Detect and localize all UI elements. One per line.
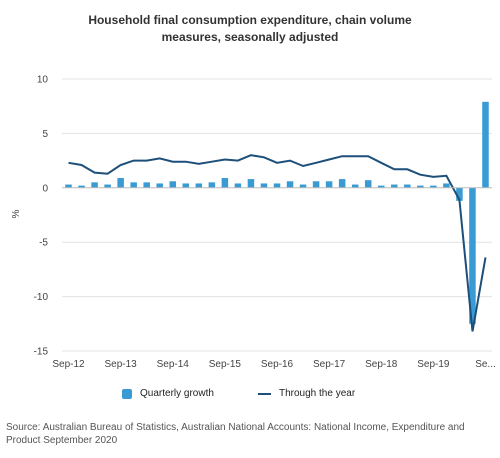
line-series-through-the-year	[68, 154, 487, 332]
source-note: Source: Australian Bureau of Statistics,…	[6, 422, 465, 446]
y-tick-labels: 10 5 0 -5 -10 -15	[34, 75, 49, 358]
x-tick-label: Sep-14	[157, 359, 190, 370]
bar	[91, 182, 98, 188]
bar	[443, 183, 450, 188]
chart-title: Household final consumption expenditure,…	[0, 12, 500, 46]
legend-label-quarterly-growth: Quarterly growth	[140, 388, 214, 399]
bar	[312, 181, 320, 188]
bar-series-quarterly-growth	[65, 101, 489, 324]
chart-title-line-1: Household final consumption expenditure,…	[88, 13, 412, 27]
legend-item-quarterly-growth: Quarterly growth	[122, 388, 214, 399]
bar	[482, 101, 489, 188]
bar	[221, 178, 229, 188]
bar	[338, 179, 346, 188]
legend-line-swatch	[258, 392, 271, 395]
legend-label-through-the-year: Through the year	[279, 388, 356, 399]
bar	[364, 180, 372, 188]
chart-title-line-2: measures, seasonally adjusted	[161, 30, 339, 44]
bar	[469, 187, 476, 324]
bar	[417, 185, 424, 188]
y-tick-label: -10	[34, 292, 49, 303]
bar	[260, 183, 268, 188]
x-tick-label: Se...	[475, 359, 496, 370]
bar	[208, 182, 216, 188]
bar	[299, 184, 307, 188]
bar	[169, 181, 177, 188]
bar	[325, 181, 333, 188]
x-tick-label: Sep-12	[52, 359, 85, 370]
bar	[273, 183, 281, 188]
y-tick-label: 10	[37, 75, 49, 86]
x-tick-label: Sep-15	[209, 359, 242, 370]
x-tick-label: Sep-13	[105, 359, 138, 370]
legend-item-through-the-year: Through the year	[258, 388, 355, 399]
x-tick-labels: Sep-12 Sep-13 Sep-14 Sep-15 Sep-16 Sep-17 Sep-…	[52, 359, 495, 370]
bar	[404, 184, 411, 188]
x-tick-label: Sep-17	[313, 359, 346, 370]
legend: Quarterly growth Through the year	[0, 388, 500, 404]
y-tick-label: -15	[34, 347, 49, 358]
y-axis-title: %	[11, 209, 22, 218]
y-tick-label: 5	[42, 129, 48, 140]
bar	[286, 181, 294, 188]
y-tick-label: 0	[42, 183, 48, 194]
bar	[195, 183, 203, 188]
bar	[65, 184, 72, 188]
bar	[377, 185, 385, 188]
bar	[351, 184, 359, 188]
bar	[143, 182, 150, 188]
y-tick-label: -5	[39, 238, 48, 249]
gridlines	[62, 78, 492, 352]
x-tick-label: Sep-16	[261, 359, 294, 370]
bar	[156, 183, 163, 188]
legend-bar-swatch	[122, 388, 132, 399]
x-tick-label: Sep-18	[365, 359, 398, 370]
bar	[391, 184, 398, 188]
bar	[456, 187, 463, 201]
bar	[234, 183, 242, 188]
bar	[104, 184, 111, 188]
bar	[182, 183, 190, 188]
bar	[78, 185, 85, 188]
bar	[247, 179, 255, 188]
x-tick-label: Sep-19	[417, 359, 450, 370]
bar	[430, 185, 437, 188]
bar	[117, 178, 124, 188]
bar	[130, 182, 137, 188]
